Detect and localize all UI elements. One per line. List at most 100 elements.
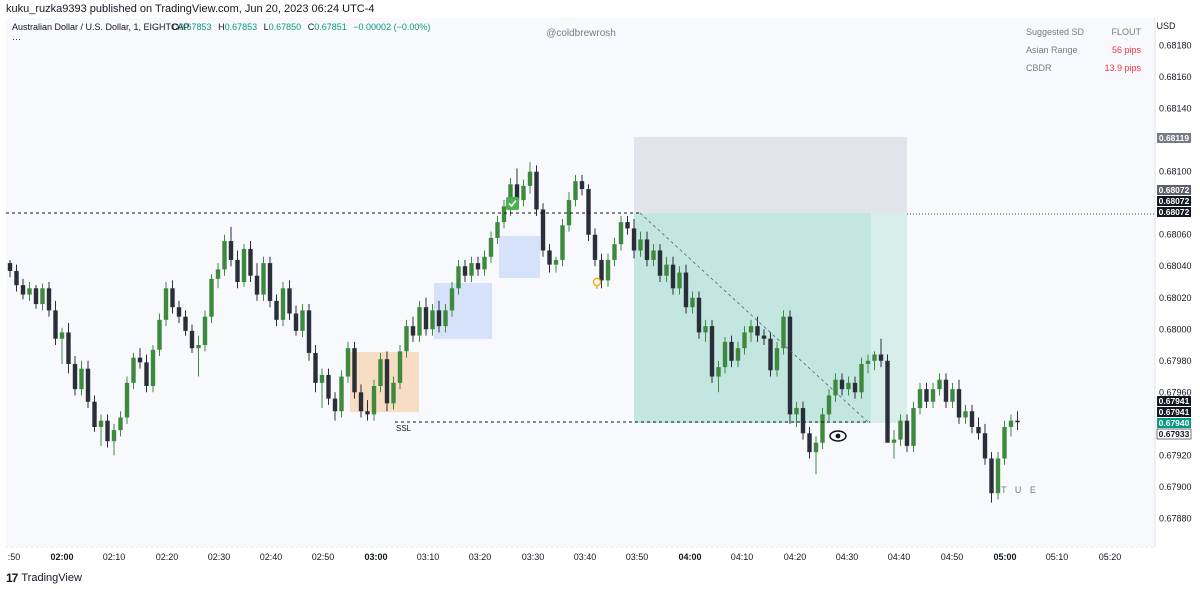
x-tick-label: 04:30 bbox=[836, 552, 859, 562]
candle-body bbox=[111, 430, 117, 442]
candle-body bbox=[898, 420, 903, 440]
y-tick-label: 0.67960 bbox=[1159, 387, 1192, 397]
price-badge bbox=[1157, 196, 1191, 206]
candle-body bbox=[53, 310, 58, 339]
candle-body bbox=[547, 250, 552, 265]
candle-body bbox=[943, 379, 949, 402]
candle-body bbox=[560, 225, 565, 260]
candle-body bbox=[267, 263, 273, 301]
session-label: T U E bbox=[1001, 485, 1039, 495]
candle-body bbox=[605, 259, 611, 281]
footer-brand[interactable]: 17 TradingView bbox=[6, 570, 82, 586]
candle-body bbox=[20, 285, 26, 295]
candle-body bbox=[917, 389, 923, 409]
watermark-handle: @coldbrewrosh bbox=[546, 28, 616, 39]
blue-order-block bbox=[499, 236, 540, 278]
candle-body bbox=[807, 433, 812, 453]
candle-body bbox=[540, 209, 546, 251]
candle-body bbox=[846, 382, 851, 390]
x-tick-label: 03:40 bbox=[574, 552, 597, 562]
y-tick-label: 0.68140 bbox=[1159, 104, 1192, 114]
candle-body bbox=[170, 288, 175, 308]
time-axis[interactable]: :50 02:00 02:10 02:20 02:30 02:40 02:50 03:00 03… bbox=[8, 552, 1122, 562]
candle-body bbox=[248, 248, 253, 276]
candle-body bbox=[1015, 420, 1020, 423]
y-tick-label: 0.68020 bbox=[1159, 293, 1192, 303]
x-tick-label: 02:30 bbox=[208, 552, 231, 562]
candle-body bbox=[163, 288, 169, 320]
candle-body bbox=[280, 288, 286, 320]
price-badge-label: 0.67941 bbox=[1159, 407, 1190, 417]
eye-icon bbox=[835, 433, 841, 439]
candle-body bbox=[215, 269, 221, 279]
candle-body bbox=[683, 272, 689, 308]
candle-body bbox=[703, 326, 708, 333]
candle-body bbox=[456, 266, 461, 289]
candle-body bbox=[709, 326, 715, 377]
y-tick-label: 0.68180 bbox=[1159, 41, 1192, 51]
candle-body bbox=[995, 458, 1001, 494]
ohlc-low-value: 0.67850 bbox=[269, 22, 302, 32]
candle-body bbox=[599, 259, 604, 281]
x-tick-label: 03:20 bbox=[469, 552, 492, 562]
candle-body bbox=[924, 389, 929, 402]
candle-body bbox=[66, 332, 71, 364]
candle-body bbox=[820, 414, 825, 443]
candle-body bbox=[878, 354, 884, 361]
candle-body bbox=[14, 270, 19, 286]
candle-body bbox=[261, 263, 266, 295]
price-badge-label: 0.68072 bbox=[1159, 185, 1190, 195]
indicator-collapse-toggle[interactable]: ··· bbox=[12, 34, 21, 44]
candle-body bbox=[404, 326, 409, 352]
candle-body bbox=[553, 259, 559, 265]
price-badge-label: 0.68072 bbox=[1159, 207, 1190, 217]
ohlc-open-value: 0.67853 bbox=[179, 22, 212, 32]
candle-body bbox=[586, 189, 591, 235]
candle-body bbox=[1008, 420, 1014, 427]
candle-body bbox=[241, 248, 247, 282]
candle-body bbox=[930, 389, 936, 402]
candle-body bbox=[105, 420, 110, 442]
price-badge bbox=[1157, 133, 1191, 143]
candle-body bbox=[319, 374, 325, 383]
candle-body bbox=[937, 379, 942, 390]
candle-body bbox=[488, 237, 494, 257]
x-tick-label: 03:00 bbox=[364, 552, 387, 562]
candle-body bbox=[79, 368, 84, 390]
candle-body bbox=[144, 362, 149, 386]
y-tick-label: 0.68100 bbox=[1159, 167, 1192, 177]
candle-body bbox=[313, 352, 318, 383]
price-axis[interactable]: 0.681800.681600.681400.681200.681000.680… bbox=[1156, 41, 1192, 524]
candle-body bbox=[794, 408, 799, 415]
ohlc-change-value: −0.00002 (−0.00%) bbox=[353, 22, 430, 32]
plot-area bbox=[6, 18, 1155, 547]
candle-body bbox=[345, 348, 351, 377]
candle-body bbox=[501, 206, 507, 223]
y-tick-label: 0.67880 bbox=[1159, 513, 1192, 523]
candle-body bbox=[989, 458, 994, 494]
candle-body bbox=[534, 171, 539, 210]
x-tick-label: 04:40 bbox=[888, 552, 911, 562]
candle-body bbox=[963, 411, 968, 418]
candle-body bbox=[462, 266, 468, 276]
x-tick-label: 02:40 bbox=[260, 552, 283, 562]
price-badge bbox=[1157, 185, 1191, 195]
ohlc-readout: O0.67853 H0.67853 L0.67850 C0.67851 −0.0… bbox=[172, 22, 430, 32]
candle-body bbox=[761, 335, 767, 339]
candle-body bbox=[618, 222, 624, 245]
candle-body bbox=[696, 297, 702, 333]
candle-body bbox=[690, 297, 695, 308]
candle-body bbox=[969, 411, 975, 427]
candle-body bbox=[183, 316, 188, 331]
candle-body bbox=[150, 349, 156, 386]
candle-body bbox=[469, 263, 474, 276]
candle-body bbox=[813, 442, 819, 453]
x-tick-label: 03:30 bbox=[522, 552, 545, 562]
chart-canvas[interactable]: 0.681800.681600.681400.681200.681000.680… bbox=[0, 18, 1200, 570]
candle-body bbox=[514, 184, 520, 201]
ohlc-open-label: O bbox=[172, 22, 179, 32]
candle-body bbox=[443, 310, 448, 327]
price-badge bbox=[1157, 207, 1191, 217]
candle-body bbox=[274, 300, 279, 320]
candle-body bbox=[27, 288, 32, 295]
